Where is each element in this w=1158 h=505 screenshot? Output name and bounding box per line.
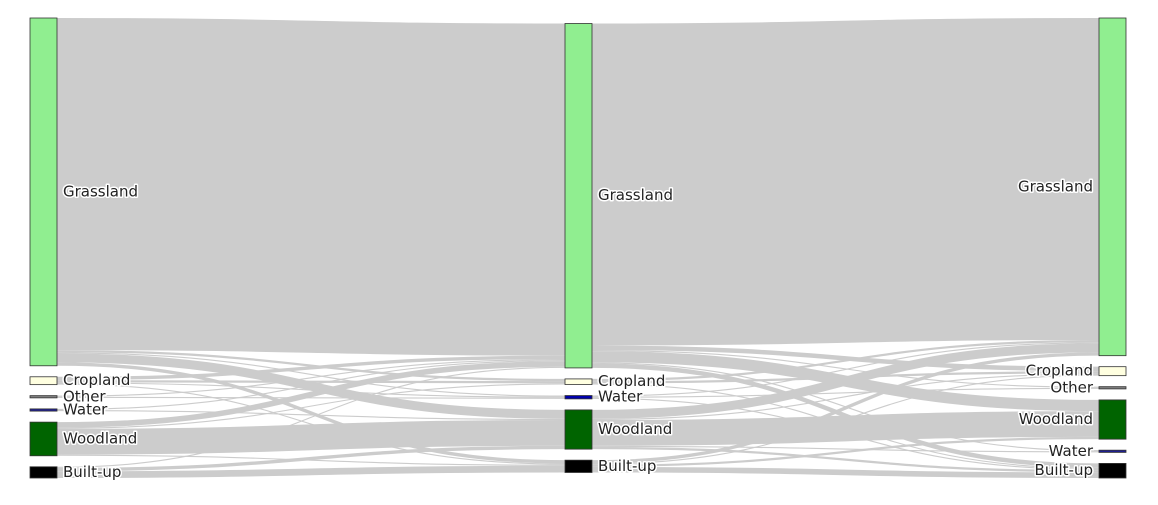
link-woodland-to-woodland-c1	[591, 411, 1100, 446]
node-other-c2[interactable]	[1098, 386, 1127, 390]
node-label-cropland-c2: Cropland	[1026, 362, 1093, 380]
node-built-up-c2[interactable]	[1098, 463, 1127, 479]
node-label-water-c1: Water	[598, 388, 643, 406]
node-grassland-c0[interactable]	[29, 17, 58, 367]
node-grassland-c2[interactable]	[1098, 17, 1127, 357]
node-woodland-c1[interactable]	[564, 409, 593, 450]
node-woodland-c0[interactable]	[29, 421, 58, 457]
node-cropland-c1[interactable]	[564, 378, 593, 385]
link-woodland-to-cropland-c1	[591, 373, 1100, 420]
node-water-c0[interactable]	[29, 408, 58, 412]
link-grassland-to-woodland-c0	[56, 353, 566, 419]
node-grassland-c1[interactable]	[564, 23, 593, 369]
link-built-up-to-built-up-c0	[56, 465, 566, 478]
node-label-grassland-c0: Grassland	[63, 182, 138, 200]
link-cropland-to-water-c0	[56, 382, 566, 398]
link-cropland-to-grassland-c1	[591, 339, 1100, 382]
link-grassland-to-built-up-c0	[56, 362, 566, 464]
link-built-up-to-grassland-c0	[56, 366, 566, 468]
node-label-cropland-c1: Cropland	[598, 372, 665, 390]
sankey-nodes	[29, 17, 1127, 479]
link-woodland-to-grassland-c1	[591, 343, 1100, 419]
link-cropland-to-cropland-c0	[56, 380, 566, 384]
link-water-to-other-c1	[591, 387, 1100, 398]
node-other-c0[interactable]	[29, 395, 58, 399]
node-label-other-c0: Other	[63, 387, 106, 405]
sankey-links	[56, 17, 1100, 478]
node-label-woodland-c1: Woodland	[598, 420, 672, 438]
link-water-to-grassland-c1	[591, 342, 1100, 397]
link-grassland-to-cropland-c1	[591, 345, 1100, 372]
node-label-cropland-c0: Cropland	[63, 371, 130, 389]
link-built-up-to-cropland-c1	[591, 374, 1100, 465]
node-cropland-c0[interactable]	[29, 376, 58, 386]
link-built-up-to-built-up-c1	[591, 466, 1100, 478]
node-label-built-up-c1: Built-up	[598, 457, 656, 475]
link-other-to-grassland-c0	[56, 358, 566, 397]
node-label-built-up-c0: Built-up	[63, 463, 121, 481]
link-woodland-to-built-up-c1	[591, 446, 1100, 473]
sankey-labels: GrasslandCroplandOtherWaterWoodlandBuilt…	[62, 176, 1096, 483]
node-label-woodland-c2: Woodland	[1019, 410, 1093, 428]
link-built-up-to-grassland-c1	[591, 352, 1100, 464]
link-other-to-water-c0	[56, 396, 566, 399]
link-built-up-to-woodland-c0	[56, 445, 566, 472]
link-grassland-to-cropland-c0	[56, 350, 566, 382]
node-built-up-c0[interactable]	[29, 466, 58, 479]
node-label-water-c0: Water	[63, 401, 108, 419]
link-grassland-to-grassland-c1	[591, 17, 1100, 346]
link-water-to-grassland-c0	[56, 360, 566, 411]
node-water-c1[interactable]	[564, 395, 593, 400]
link-grassland-to-grassland-c0	[56, 18, 566, 356]
node-water-c2[interactable]	[1098, 449, 1127, 453]
link-woodland-to-woodland-c0	[56, 419, 566, 455]
node-label-other-c2: Other	[1050, 378, 1093, 396]
link-woodland-to-cropland-c0	[56, 383, 566, 429]
node-built-up-c1[interactable]	[564, 459, 593, 473]
node-label-woodland-c0: Woodland	[63, 429, 137, 447]
node-label-grassland-c2: Grassland	[1018, 177, 1093, 195]
link-cropland-to-built-up-c0	[56, 383, 566, 465]
node-label-water-c2: Water	[1049, 442, 1094, 460]
link-grassland-to-water-c0	[56, 352, 566, 397]
node-cropland-c2[interactable]	[1098, 366, 1127, 377]
link-woodland-to-water-c1	[591, 445, 1100, 453]
node-woodland-c2[interactable]	[1098, 399, 1127, 440]
link-water-to-woodland-c0	[56, 410, 566, 420]
node-label-grassland-c1: Grassland	[598, 186, 673, 204]
link-woodland-to-grassland-c0	[56, 361, 566, 428]
link-built-up-to-woodland-c1	[591, 436, 1100, 467]
node-label-built-up-c2: Built-up	[1035, 461, 1093, 479]
link-cropland-to-grassland-c0	[56, 355, 566, 381]
